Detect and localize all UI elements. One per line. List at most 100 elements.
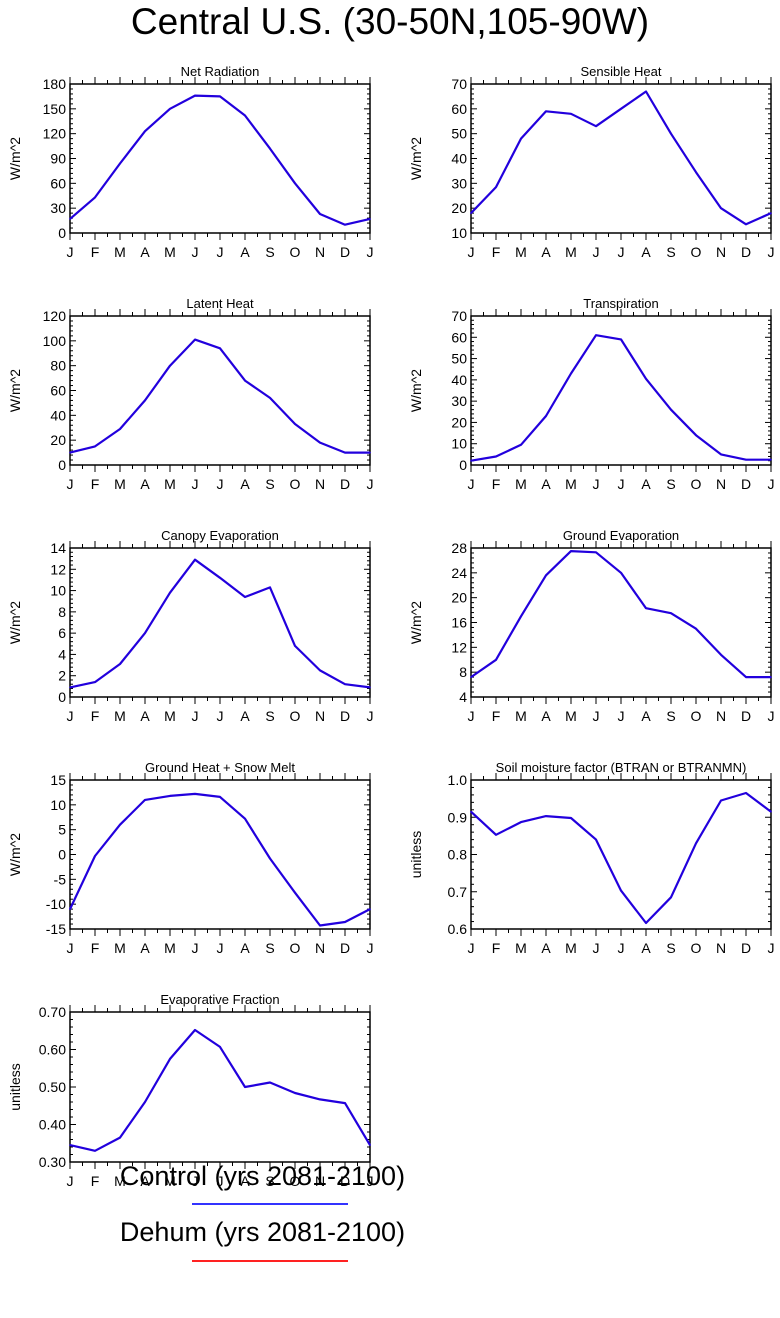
plot-frame — [69, 315, 371, 466]
x-tick-label: A — [541, 244, 551, 260]
y-tick-label: 0.8 — [448, 847, 468, 863]
x-tick-label: F — [91, 940, 100, 956]
x-tick-label: M — [114, 476, 126, 492]
y-tick-label: 0.7 — [448, 884, 468, 900]
y-tick-label: 90 — [50, 151, 66, 167]
y-tick-label: 14 — [50, 540, 66, 556]
y-tick-label: 120 — [43, 126, 67, 142]
x-tick-label: J — [217, 708, 224, 724]
x-tick-label: S — [265, 940, 274, 956]
data-point — [520, 821, 522, 823]
data-point — [770, 810, 772, 813]
x-tick-label: J — [192, 708, 199, 724]
data-point — [69, 218, 71, 220]
series-line-control — [470, 549, 771, 679]
data-point — [645, 922, 647, 924]
data-point — [495, 658, 497, 661]
x-tick-label: S — [666, 708, 675, 724]
panel-title: Canopy Evaporation — [161, 528, 279, 543]
x-tick-label: A — [140, 940, 150, 956]
data-point — [369, 451, 371, 454]
x-tick-label: M — [164, 940, 176, 956]
x-tick-label: O — [290, 244, 301, 260]
data-point — [770, 212, 772, 214]
y-tick-label: 100 — [43, 333, 67, 349]
x-tick-label: J — [67, 708, 74, 724]
y-tick-label: 1.0 — [448, 772, 468, 788]
data-point — [570, 113, 572, 115]
data-point — [620, 108, 622, 110]
x-tick-label: J — [618, 940, 625, 956]
data-point — [319, 441, 321, 444]
data-point — [545, 415, 547, 417]
data-point — [369, 218, 371, 220]
data-point — [695, 842, 697, 845]
y-tick-label: 30 — [451, 175, 467, 191]
data-point — [570, 817, 572, 819]
data-point — [720, 207, 722, 209]
data-point — [545, 815, 547, 817]
data-point — [244, 817, 246, 820]
y-tick-label: 120 — [43, 308, 67, 324]
y-axis-label: unitless — [7, 1063, 23, 1110]
x-tick-label: S — [666, 244, 675, 260]
panel-title: Ground Heat + Snow Melt — [145, 760, 295, 775]
data-point — [269, 586, 271, 589]
data-point — [720, 453, 722, 456]
panel-title: Net Radiation — [181, 64, 260, 79]
data-point — [344, 1102, 346, 1104]
y-tick-label: 20 — [451, 200, 467, 216]
series-line-control — [69, 558, 371, 689]
data-point — [319, 924, 321, 927]
data-point — [219, 577, 221, 579]
x-tick-label: M — [565, 708, 577, 724]
figure-title: Central U.S. (30-50N,105-90W) — [130, 1, 650, 42]
data-point — [119, 663, 121, 665]
x-tick-label: S — [265, 1173, 274, 1189]
x-tick-label: O — [290, 1173, 301, 1189]
x-tick-label: M — [114, 1173, 126, 1189]
x-tick-label: F — [492, 476, 501, 492]
data-point — [119, 1136, 121, 1139]
data-point — [294, 645, 296, 647]
data-point — [695, 627, 697, 630]
y-axis-label: W/m^2 — [408, 601, 424, 644]
y-axis-label: W/m^2 — [7, 601, 23, 644]
y-tick-label: 0.50 — [39, 1079, 66, 1095]
data-point — [369, 686, 371, 689]
y-tick-label: 0 — [58, 689, 66, 705]
data-point — [69, 908, 71, 910]
data-point — [219, 347, 221, 350]
data-point — [620, 338, 622, 341]
y-tick-label: 8 — [459, 664, 467, 680]
data-point — [244, 596, 246, 598]
panel-6: Ground Heat + Snow Melt W/m^2 -15 -10 -5 0 5 10… — [7, 760, 374, 956]
panel-title: Sensible Heat — [581, 64, 662, 79]
y-tick-label: 4 — [58, 646, 66, 662]
panel-title: Ground Evaporation — [563, 528, 679, 543]
x-tick-label: J — [593, 244, 600, 260]
x-tick-label: M — [565, 940, 577, 956]
y-tick-label: 70 — [451, 308, 467, 324]
x-tick-label: M — [114, 940, 126, 956]
x-tick-label: J — [217, 244, 224, 260]
x-tick-label: A — [541, 708, 551, 724]
x-tick-label: N — [716, 476, 726, 492]
data-point — [169, 1058, 171, 1060]
x-tick-label: J — [618, 244, 625, 260]
x-tick-label: M — [515, 476, 527, 492]
x-tick-label: J — [217, 476, 224, 492]
data-point — [244, 1086, 246, 1088]
y-tick-label: 8 — [58, 604, 66, 620]
data-point — [194, 94, 196, 97]
x-tick-label: N — [315, 244, 325, 260]
series-line-control — [69, 1028, 371, 1152]
x-tick-label: M — [164, 476, 176, 492]
data-point — [470, 676, 472, 678]
data-point — [69, 686, 71, 689]
data-point — [194, 338, 196, 341]
x-tick-label: M — [565, 476, 577, 492]
data-point — [645, 377, 647, 380]
